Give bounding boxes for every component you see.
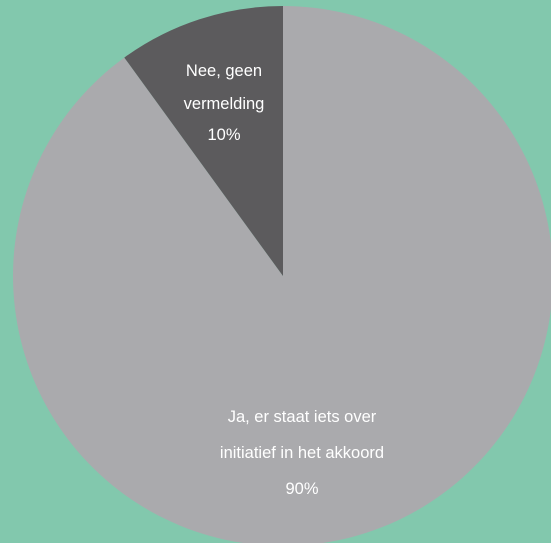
pie-slice-0 xyxy=(13,6,551,543)
slice-label-line: vermelding xyxy=(184,95,265,113)
pie-slice-1 xyxy=(124,6,283,276)
slice-label-line: initiatief in het akkoord xyxy=(220,444,384,462)
pie-slices xyxy=(13,6,551,543)
slice-value-label: 10% xyxy=(207,126,240,144)
slice-label-line: Ja, er staat iets over xyxy=(228,408,377,426)
slice-label-line: Nee, geen xyxy=(186,62,262,80)
slice-value-label: 90% xyxy=(285,480,318,498)
pie-labels: Ja, er staat iets over initiatief in het… xyxy=(184,62,384,498)
